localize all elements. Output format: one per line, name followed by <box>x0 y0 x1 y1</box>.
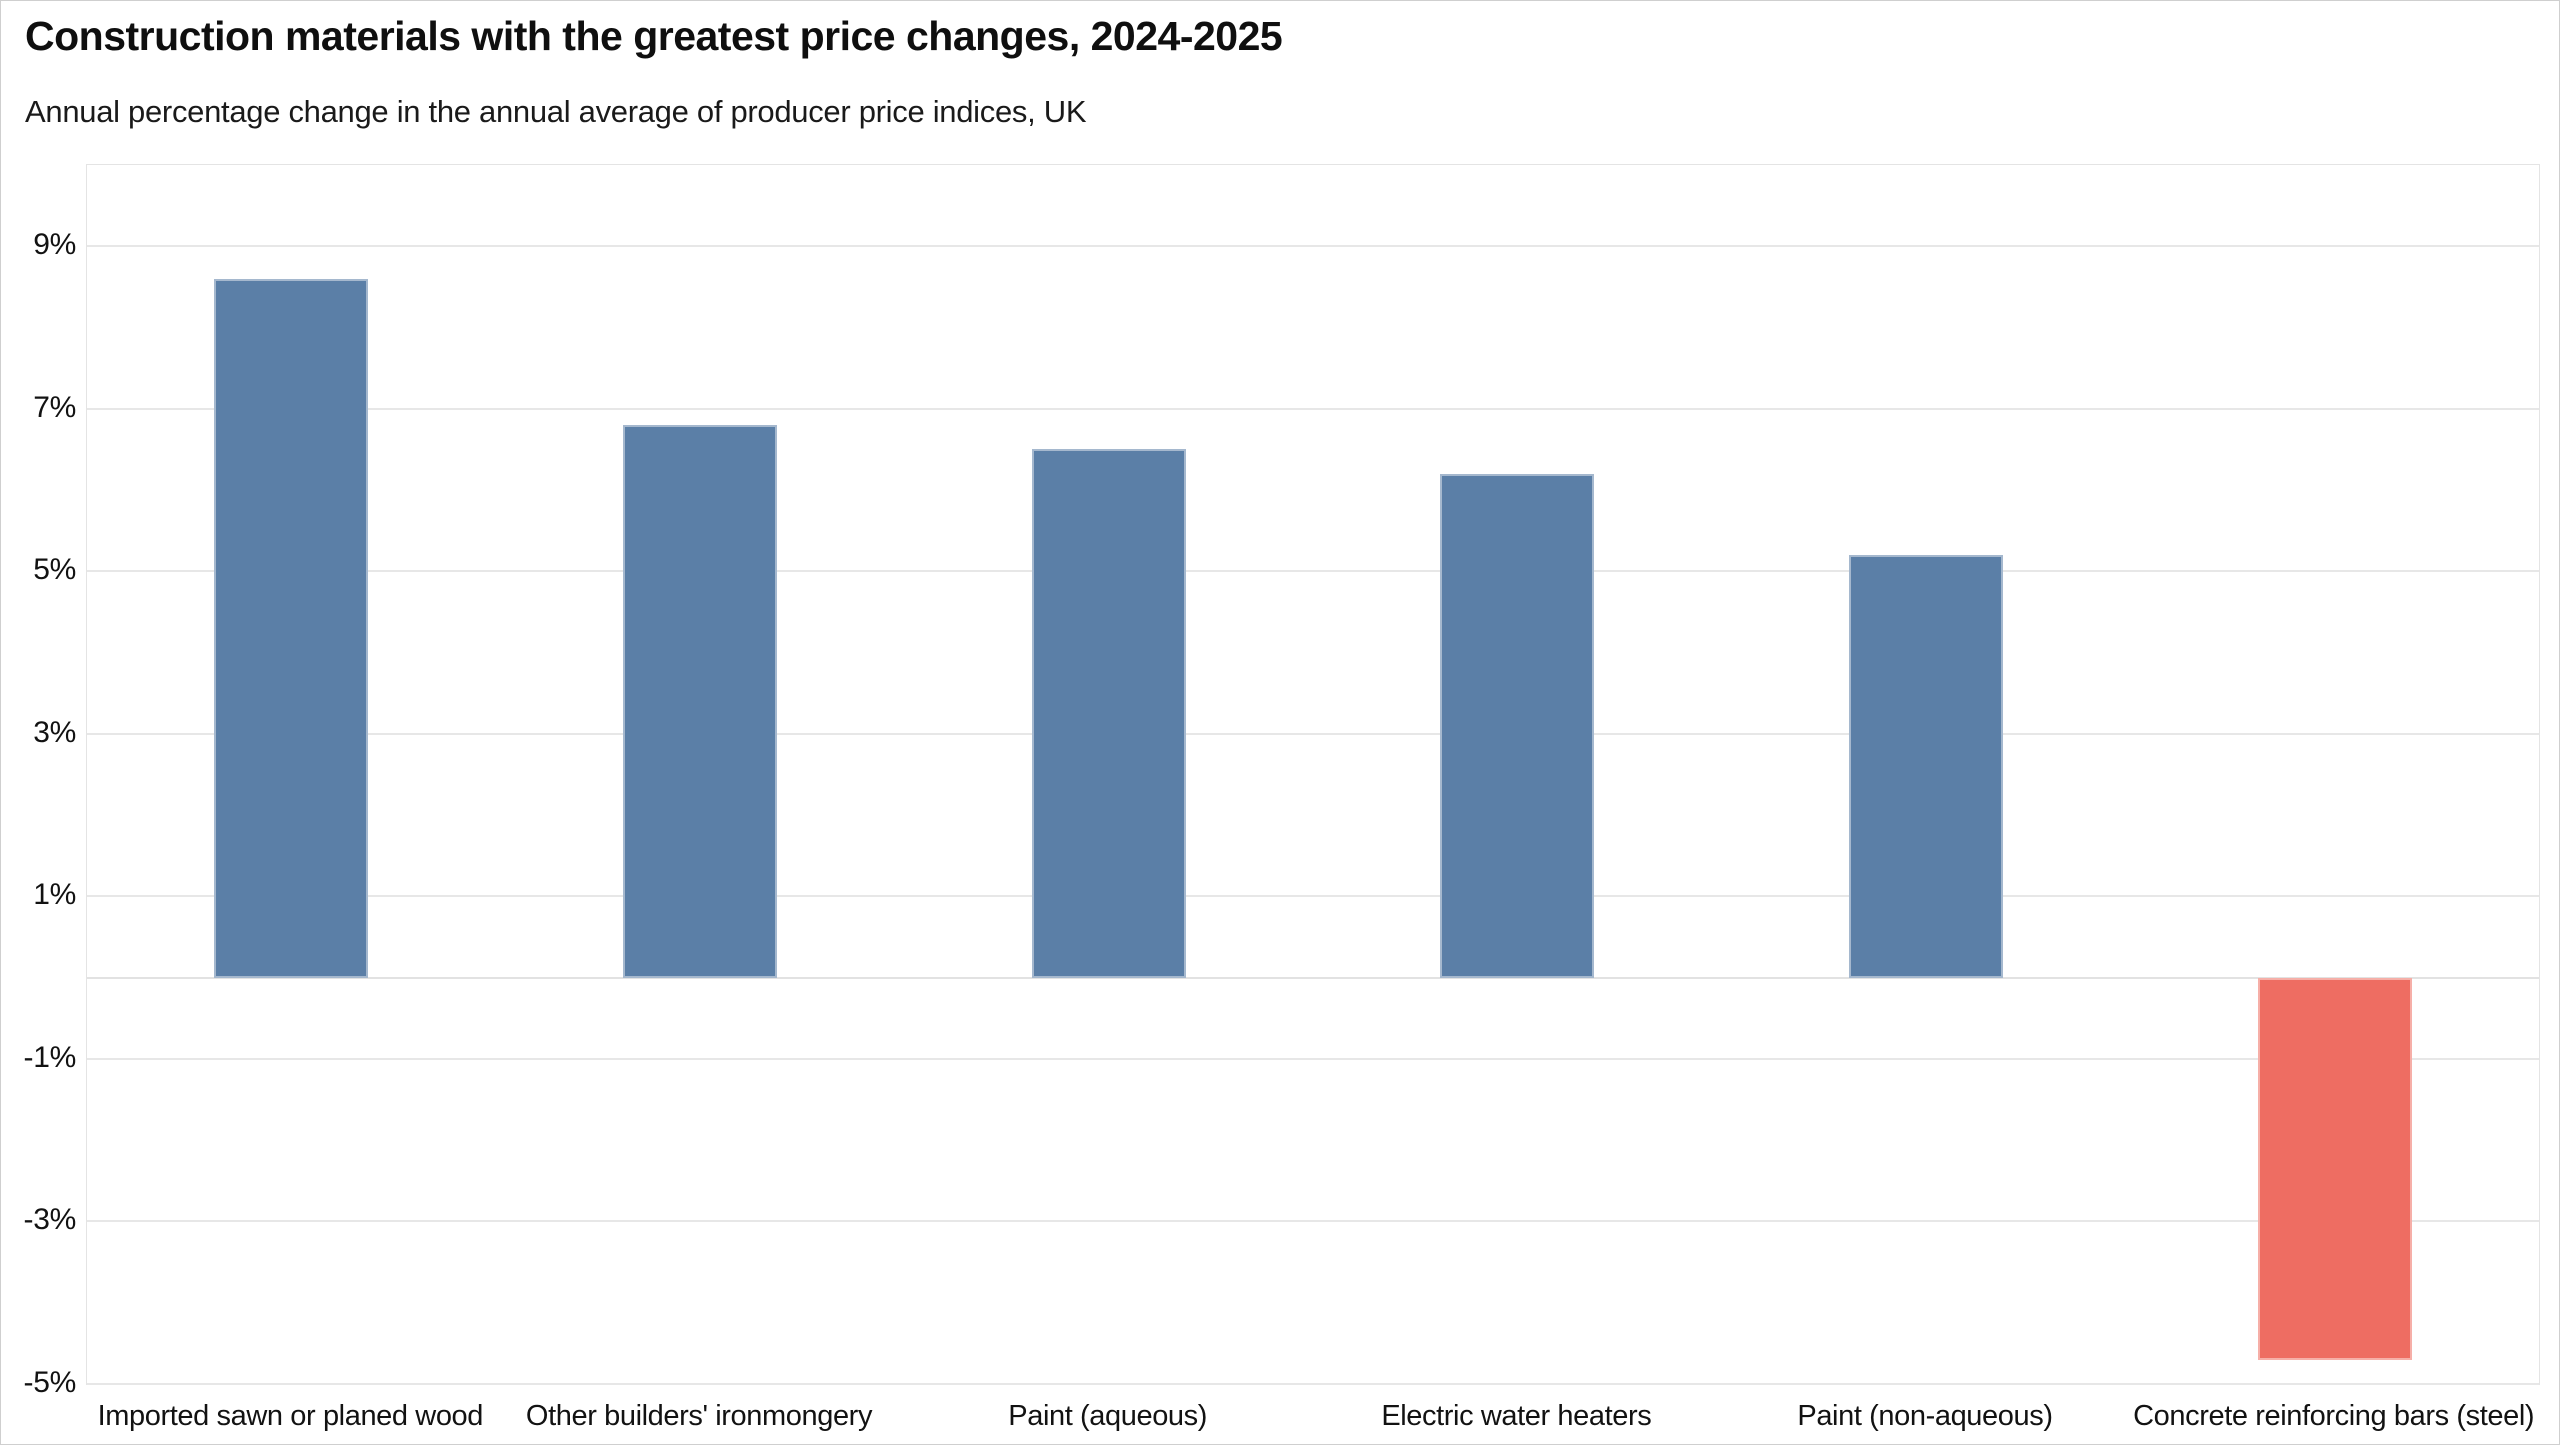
ytick-label-3pct: 3% <box>33 715 76 749</box>
ytick-label--5pct: -5% <box>23 1366 77 1399</box>
zero-line <box>87 976 2539 979</box>
ytick-label-1pct: 1% <box>33 878 76 912</box>
gridline--5pct <box>87 1383 2539 1385</box>
chart-subtitle: Annual percentage change in the annual a… <box>25 94 1087 129</box>
xcat-label-paint-aqueous: Paint (aqueous) <box>1008 1400 1208 1432</box>
bar-imported-sawn-or-planed-wood[interactable] <box>214 278 369 978</box>
bar-paint-non-aqueous[interactable] <box>1849 555 2003 978</box>
xcat-label-imported-sawn-or-planed-wood: Imported sawn or planed wood <box>97 1400 484 1432</box>
bar-other-builders-ironmongery[interactable] <box>623 425 777 978</box>
xcat-label-electric-water-heaters: Electric water heaters <box>1381 1400 1652 1432</box>
gridline--1pct <box>87 1057 2539 1060</box>
bar-concrete-reinforcing-bars-steel[interactable] <box>2257 977 2412 1360</box>
bar-electric-water-heaters[interactable] <box>1440 473 1595 978</box>
ytick-label-9pct: 9% <box>33 228 76 262</box>
plot-area <box>86 164 2540 1385</box>
gridline-5pct <box>87 570 2539 573</box>
xcat-label-paint-non-aqueous: Paint (non-aqueous) <box>1797 1400 2053 1432</box>
gridline--3pct <box>87 1220 2539 1223</box>
gridline-3pct <box>87 732 2539 735</box>
ytick-label--3pct: -3% <box>23 1203 77 1237</box>
gridline-7pct <box>87 407 2539 410</box>
xcat-label-concrete-reinforcing-bars-steel: Concrete reinforcing bars (steel) <box>2133 1400 2535 1432</box>
chart-title: Construction materials with the greatest… <box>25 13 1283 59</box>
xcat-label-other-builders-ironmongery: Other builders' ironmongery <box>525 1400 873 1432</box>
ytick-label--1pct: -1% <box>23 1040 77 1074</box>
gridline-1pct <box>87 895 2539 898</box>
ytick-label-5pct: 5% <box>33 553 76 587</box>
ytick-label-7pct: 7% <box>33 390 76 424</box>
bar-paint-aqueous[interactable] <box>1031 449 1186 978</box>
gridline-9pct <box>87 245 2539 248</box>
